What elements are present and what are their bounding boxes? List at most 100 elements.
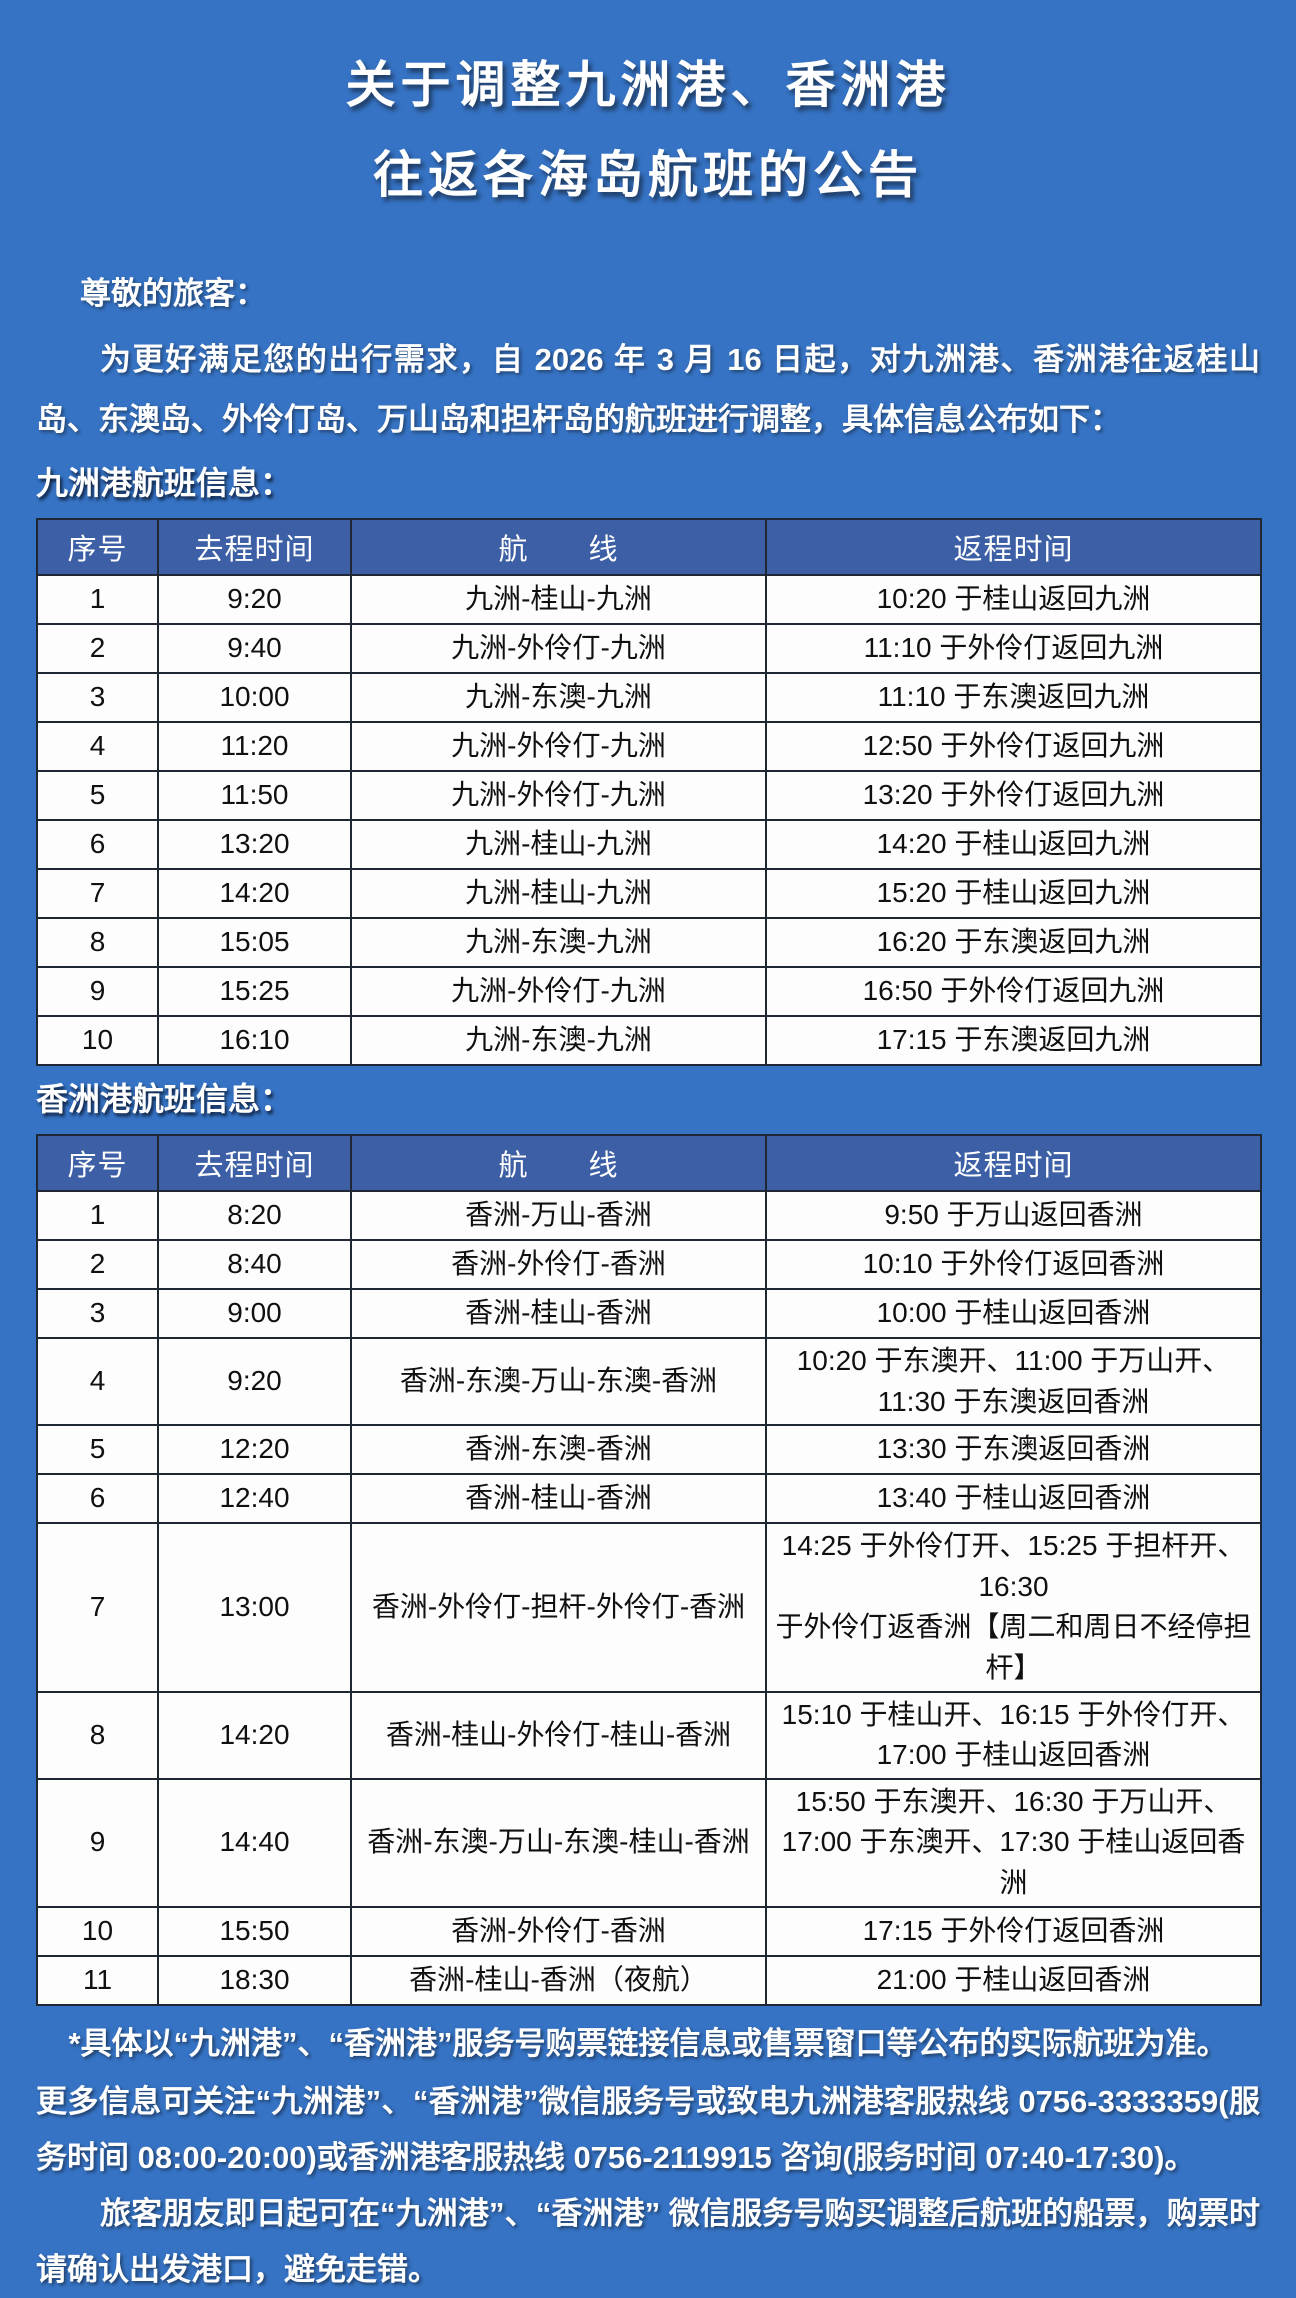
jiuzhou-table-body: 1 9:20 九洲-桂山-九洲 10:20 于桂山返回九洲 2 9:40 九洲-外伶仃-九洲…: [36, 574, 1262, 1066]
table-row: 3 9:00 香洲-桂山-香洲 10:00 于桂山返回香洲: [36, 1288, 1262, 1339]
header-cell-seq: 序号: [36, 1134, 159, 1192]
cell-route: 九洲-东澳-九洲: [350, 917, 767, 968]
cell-return: 16:50 于外伶仃返回九洲: [765, 966, 1262, 1017]
footnote-purchase: 旅客朋友即日起可在“九洲港”、“香洲港” 微信服务号购买调整后航班的船票，购票时…: [36, 2195, 1260, 2287]
table-row: 8 15:05 九洲-东澳-九洲 16:20 于东澳返回九洲: [36, 917, 1262, 968]
cell-seq: 5: [36, 1424, 159, 1476]
header-cell-seq: 序号: [36, 518, 159, 576]
cell-depart: 13:20: [157, 819, 352, 870]
cell-route: 九洲-东澳-九洲: [350, 672, 767, 723]
cell-seq: 5: [36, 770, 159, 821]
cell-depart: 15:25: [157, 966, 352, 1017]
cell-depart: 11:50: [157, 770, 352, 821]
cell-seq: 9: [36, 1777, 159, 1908]
jiuzhou-schedule-table: 序号 去程时间 航 线 返程时间 1 9:20 九洲-桂山-九洲 10:20 于桂山返…: [36, 518, 1262, 1066]
cell-return: 10:20 于桂山返回九洲: [765, 574, 1262, 625]
table-row: 6 12:40 香洲-桂山-香洲 13:40 于桂山返回香洲: [36, 1473, 1262, 1525]
table-row: 2 8:40 香洲-外伶仃-香洲 10:10 于外伶仃返回香洲: [36, 1239, 1262, 1290]
cell-depart: 18:30: [157, 1954, 352, 2006]
announcement-page: 关于调整九洲港、香洲港 往返各海岛航班的公告 尊敬的旅客： 为更好满足您的出行需…: [36, 0, 1262, 2287]
table-row: 11 18:30 香洲-桂山-香洲（夜航） 21:00 于桂山返回香洲: [36, 1954, 1262, 2006]
cell-seq: 3: [36, 672, 159, 723]
cell-route: 九洲-桂山-九洲: [350, 574, 767, 625]
cell-route: 九洲-桂山-九洲: [350, 868, 767, 919]
cell-depart: 16:10: [157, 1015, 352, 1066]
cell-return: 11:10 于外伶仃返回九洲: [765, 623, 1262, 674]
page-title-line1: 关于调整九洲港、香洲港: [345, 57, 951, 113]
table-row: 1 8:20 香洲-万山-香洲 9:50 于万山返回香洲: [36, 1190, 1262, 1241]
cell-seq: 11: [36, 1954, 159, 2006]
cell-seq: 7: [36, 868, 159, 919]
table-row: 7 14:20 九洲-桂山-九洲 15:20 于桂山返回九洲: [36, 868, 1262, 919]
cell-route: 香洲-桂山-香洲（夜航）: [350, 1954, 767, 2006]
cell-depart: 9:00: [157, 1288, 352, 1339]
cell-depart: 10:00: [157, 672, 352, 723]
cell-route: 九洲-外伶仃-九洲: [350, 721, 767, 772]
header-cell-depart: 去程时间: [157, 1134, 352, 1192]
cell-return: 11:10 于东澳返回九洲: [765, 672, 1262, 723]
cell-depart: 11:20: [157, 721, 352, 772]
cell-depart: 8:20: [157, 1190, 352, 1241]
section-jiuzhou-label: 九洲港航班信息：: [36, 465, 293, 501]
cell-depart: 15:50: [157, 1905, 352, 1957]
cell-return: 15:50 于东澳开、16:30 于万山开、 17:00 于东澳开、17:30 …: [765, 1777, 1262, 1908]
cell-return: 12:50 于外伶仃返回九洲: [765, 721, 1262, 772]
cell-return: 13:30 于东澳返回香洲: [765, 1424, 1262, 1476]
xiangzhou-schedule-table: 序号 去程时间 航 线 返程时间 1 8:20 香洲-万山-香洲 9:50 于万山返回…: [36, 1134, 1262, 2006]
cell-route: 香洲-东澳-万山-东澳-香洲: [350, 1336, 767, 1427]
cell-seq: 2: [36, 623, 159, 674]
table-row: 4 11:20 九洲-外伶仃-九洲 12:50 于外伶仃返回九洲: [36, 721, 1262, 772]
table-row: 3 10:00 九洲-东澳-九洲 11:10 于东澳返回九洲: [36, 672, 1262, 723]
table-row: 2 9:40 九洲-外伶仃-九洲 11:10 于外伶仃返回九洲: [36, 623, 1262, 674]
cell-route: 九洲-桂山-九洲: [350, 819, 767, 870]
table-row: 10 15:50 香洲-外伶仃-香洲 17:15 于外伶仃返回香洲: [36, 1905, 1262, 1957]
cell-return: 17:15 于东澳返回九洲: [765, 1015, 1262, 1066]
xiangzhou-table-header: 序号 去程时间 航 线 返程时间: [36, 1134, 1262, 1192]
cell-depart: 13:00: [157, 1522, 352, 1693]
table-row: 9 15:25 九洲-外伶仃-九洲 16:50 于外伶仃返回九洲: [36, 966, 1262, 1017]
cell-route: 香洲-外伶仃-担杆-外伶仃-香洲: [350, 1522, 767, 1693]
header-cell-depart: 去程时间: [157, 518, 352, 576]
cell-return: 10:20 于东澳开、11:00 于万山开、 11:30 于东澳返回香洲: [765, 1336, 1262, 1427]
jiuzhou-table-header: 序号 去程时间 航 线 返程时间: [36, 518, 1262, 576]
cell-return: 9:50 于万山返回香洲: [765, 1190, 1262, 1241]
cell-return: 14:20 于桂山返回九洲: [765, 819, 1262, 870]
intro-paragraph: 为更好满足您的出行需求，自 2026 年 3 月 16 日起，对九洲港、香洲港往…: [36, 342, 1260, 437]
cell-depart: 9:40: [157, 623, 352, 674]
table-row: 10 16:10 九洲-东澳-九洲 17:15 于东澳返回九洲: [36, 1015, 1262, 1066]
section-xiangzhou-label: 香洲港航班信息：: [36, 1081, 293, 1117]
cell-route: 九洲-外伶仃-九洲: [350, 770, 767, 821]
cell-seq: 1: [36, 1190, 159, 1241]
table-row: 6 13:20 九洲-桂山-九洲 14:20 于桂山返回九洲: [36, 819, 1262, 870]
cell-depart: 8:40: [157, 1239, 352, 1290]
cell-return: 17:15 于外伶仃返回香洲: [765, 1905, 1262, 1957]
table-row: 5 12:20 香洲-东澳-香洲 13:30 于东澳返回香洲: [36, 1424, 1262, 1476]
table-row: 8 14:20 香洲-桂山-外伶仃-桂山-香洲 15:10 于桂山开、16:15 于外…: [36, 1690, 1262, 1780]
cell-return: 13:40 于桂山返回香洲: [765, 1473, 1262, 1525]
table-row: 5 11:50 九洲-外伶仃-九洲 13:20 于外伶仃返回九洲: [36, 770, 1262, 821]
cell-return: 16:20 于东澳返回九洲: [765, 917, 1262, 968]
cell-depart: 14:20: [157, 868, 352, 919]
cell-route: 香洲-桂山-香洲: [350, 1473, 767, 1525]
cell-return: 10:10 于外伶仃返回香洲: [765, 1239, 1262, 1290]
cell-depart: 14:40: [157, 1777, 352, 1908]
cell-seq: 6: [36, 1473, 159, 1525]
footnote-disclaimer: *具体以“九洲港”、“香洲港”服务号购票链接信息或售票窗口等公布的实际航班为准。: [68, 2025, 1228, 2061]
cell-route: 九洲-外伶仃-九洲: [350, 623, 767, 674]
page-title-line2: 往返各海岛航班的公告: [373, 147, 923, 203]
cell-return: 13:20 于外伶仃返回九洲: [765, 770, 1262, 821]
page-title: 关于调整九洲港、香洲港 往返各海岛航班的公告: [36, 0, 1260, 206]
xiangzhou-table-body: 1 8:20 香洲-万山-香洲 9:50 于万山返回香洲 2 8:40 香洲-外伶仃-香洲 1…: [36, 1190, 1262, 2006]
cell-depart: 12:40: [157, 1473, 352, 1525]
cell-seq: 9: [36, 966, 159, 1017]
cell-seq: 8: [36, 1690, 159, 1780]
cell-return: 15:20 于桂山返回九洲: [765, 868, 1262, 919]
cell-seq: 4: [36, 1336, 159, 1427]
table-row: 1 9:20 九洲-桂山-九洲 10:20 于桂山返回九洲: [36, 574, 1262, 625]
cell-seq: 10: [36, 1015, 159, 1066]
cell-route: 香洲-东澳-香洲: [350, 1424, 767, 1476]
cell-return: 15:10 于桂山开、16:15 于外伶仃开、 17:00 于桂山返回香洲: [765, 1690, 1262, 1780]
cell-return: 21:00 于桂山返回香洲: [765, 1954, 1262, 2006]
cell-return: 14:25 于外伶仃开、15:25 于担杆开、16:30 于外伶仃返香洲【周二和…: [765, 1522, 1262, 1693]
table-row: 9 14:40 香洲-东澳-万山-东澳-桂山-香洲 15:50 于东澳开、16:30 …: [36, 1777, 1262, 1908]
